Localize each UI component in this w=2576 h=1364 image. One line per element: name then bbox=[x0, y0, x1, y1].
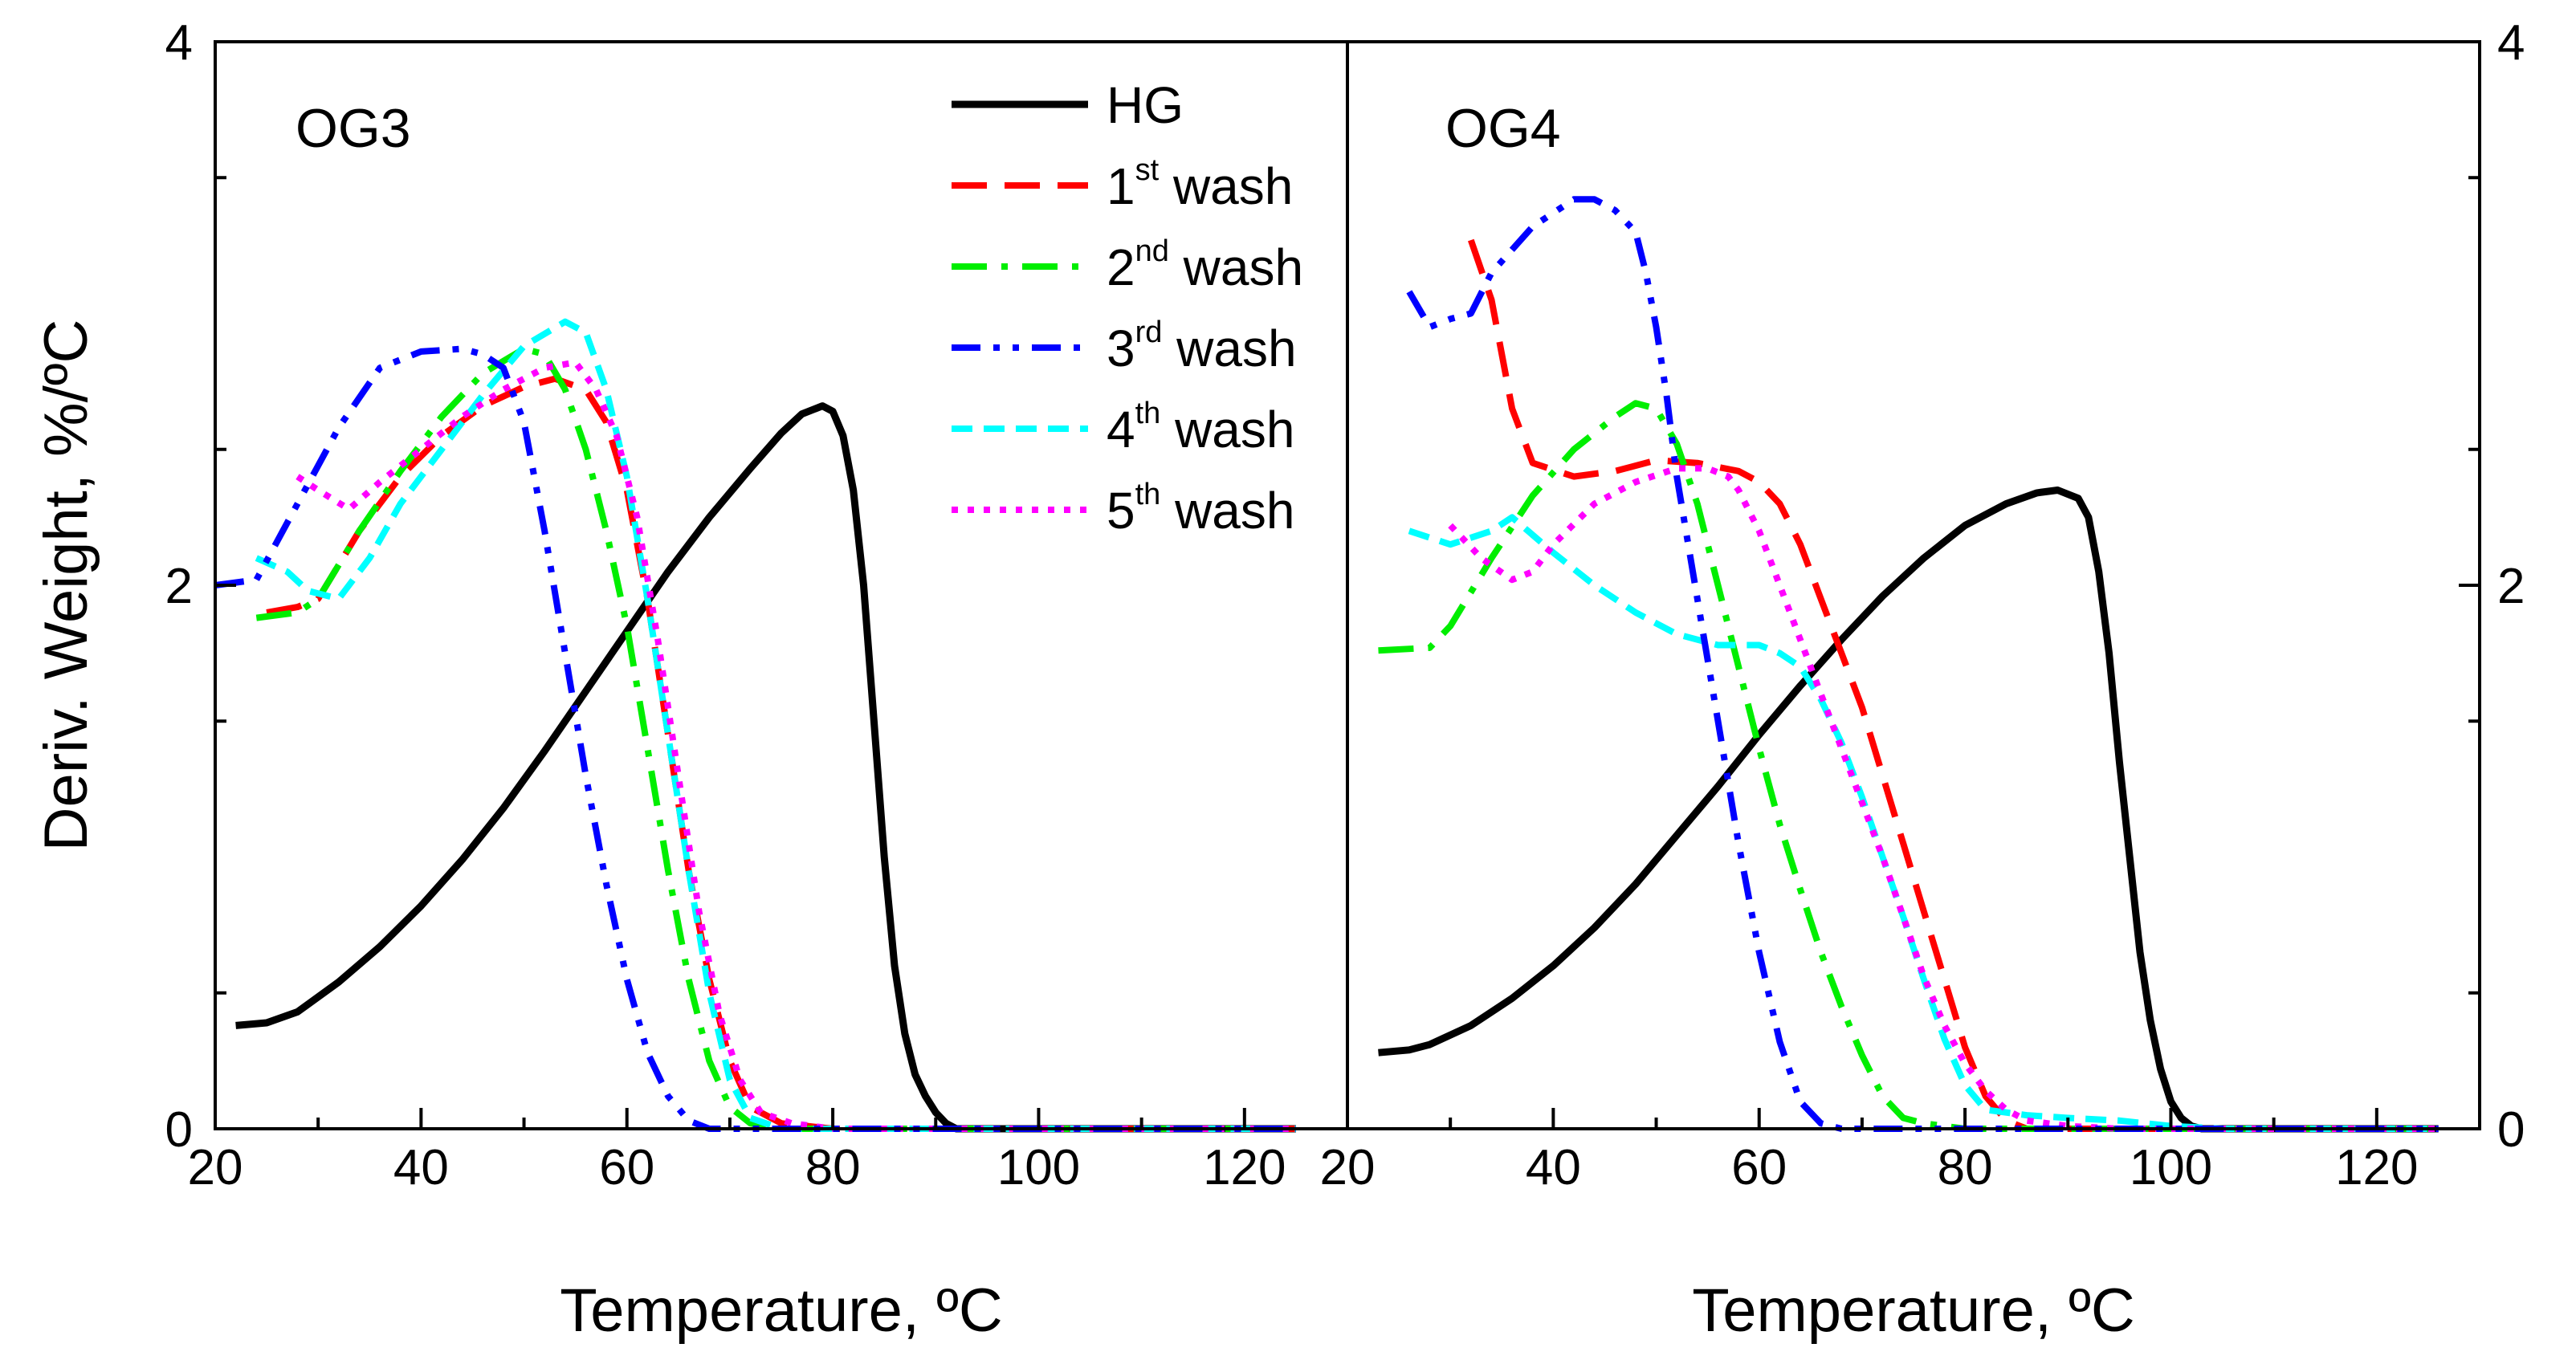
series-line-og3-3rd-wash bbox=[214, 345, 1296, 1132]
series-line-og4-2nd-wash bbox=[1378, 400, 2439, 1132]
series-line-og4-hg bbox=[1378, 487, 2439, 1133]
x-tick-label-og4-100: 100 bbox=[2130, 1140, 2212, 1195]
legend-label-1st-wash: 1st wash bbox=[1107, 153, 1293, 215]
x-axis-title-og4: Temperature, ºC bbox=[1692, 1276, 2135, 1345]
y-axis-title: Deriv. Weight, %/ºC bbox=[32, 320, 100, 852]
legend-label-5th-wash: 5th wash bbox=[1107, 478, 1294, 539]
x-tick-label-og3-80: 80 bbox=[805, 1140, 861, 1195]
y-tick-label-right-0: 0 bbox=[2497, 1102, 2525, 1158]
series-line-og3-hg bbox=[235, 402, 1296, 1133]
y-tick-label-left-4: 4 bbox=[165, 15, 193, 71]
series-layer bbox=[214, 196, 2439, 1133]
x-tick-label-og3-40: 40 bbox=[393, 1140, 449, 1195]
ticks-layer: 20 40 60 80 100 120 20 40 60 80 100 120 0 0 2 2 4 4 bbox=[165, 15, 2525, 1195]
y-tick-label-left-0: 0 bbox=[165, 1102, 193, 1158]
x-tick-label-og4-20: 20 bbox=[1320, 1140, 1376, 1195]
x-tick-label-og3-100: 100 bbox=[997, 1140, 1080, 1195]
x-tick-label-og3-60: 60 bbox=[599, 1140, 654, 1195]
panel-title-og3: OG3 bbox=[296, 98, 411, 159]
legend-label-3rd-wash: 3rd wash bbox=[1107, 316, 1297, 377]
y-tick-label-right-4: 4 bbox=[2497, 15, 2525, 71]
y-tick-label-left-2: 2 bbox=[165, 559, 193, 614]
x-axis-title-og3: Temperature, ºC bbox=[560, 1276, 1003, 1345]
x-tick-label-og4-80: 80 bbox=[1938, 1140, 1993, 1195]
legend: HG 1st wash 2nd wash 3rd wash 4th wash 5th wa… bbox=[952, 76, 1303, 539]
series-line-og4-3rd-wash bbox=[1406, 196, 2439, 1132]
legend-label-4th-wash: 4th wash bbox=[1107, 397, 1294, 458]
x-tick-label-og4-40: 40 bbox=[1526, 1140, 1581, 1195]
series-line-og3-4th-wash bbox=[255, 318, 1296, 1132]
panel-title-og4: OG4 bbox=[1445, 98, 1561, 159]
x-tick-label-og4-120: 120 bbox=[2335, 1140, 2418, 1195]
y-tick-label-right-2: 2 bbox=[2497, 559, 2525, 614]
series-line-og3-1st-wash bbox=[266, 375, 1296, 1132]
series-line-og4-1st-wash bbox=[1468, 238, 2439, 1132]
series-line-og3-2nd-wash bbox=[255, 345, 1296, 1132]
legend-label-hg: HG bbox=[1107, 76, 1184, 134]
legend-label-2nd-wash: 2nd wash bbox=[1107, 234, 1303, 296]
x-tick-label-og4-60: 60 bbox=[1731, 1140, 1787, 1195]
series-line-og4-5th-wash bbox=[1448, 465, 2439, 1132]
x-tick-label-og3-120: 120 bbox=[1203, 1140, 1286, 1195]
x-tick-label-og3-20: 20 bbox=[188, 1140, 243, 1195]
